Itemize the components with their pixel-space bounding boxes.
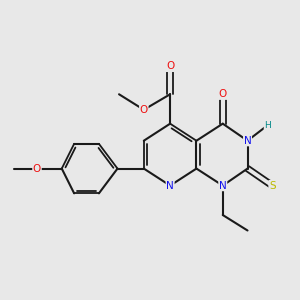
Text: O: O bbox=[33, 164, 41, 174]
Text: N: N bbox=[219, 181, 226, 190]
Text: O: O bbox=[166, 61, 174, 71]
Text: H: H bbox=[264, 121, 271, 130]
Text: N: N bbox=[166, 181, 174, 190]
Text: N: N bbox=[244, 136, 251, 146]
Text: O: O bbox=[140, 105, 148, 115]
Text: O: O bbox=[219, 89, 227, 99]
Text: S: S bbox=[269, 181, 276, 190]
